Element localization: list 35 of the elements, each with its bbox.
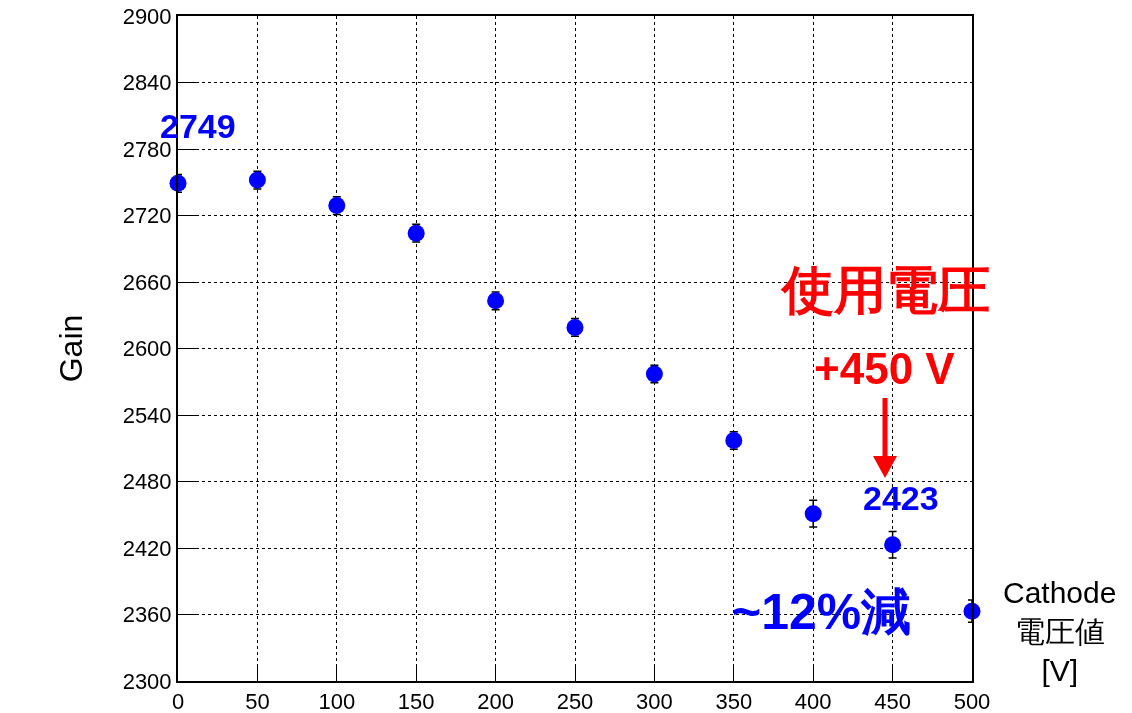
y-tick-label: 2480 [122,469,172,495]
x-axis-title: Cathode 電圧値 [V] [1003,576,1117,687]
y-tick-label: 2300 [122,668,172,694]
x-tick-label: 200 [477,689,514,713]
y-tick-label: 2420 [122,535,172,561]
point [487,292,505,310]
point [645,365,663,383]
x-tick-label: 500 [953,689,991,713]
point [804,505,822,523]
x-tick-label: 250 [556,689,594,713]
x-tick-label: 450 [874,689,911,713]
annotation: +450 V [814,344,956,393]
y-axis-title: Gain [53,314,90,383]
point [884,536,902,554]
annotation: 2423 [863,479,939,517]
x-tick-label: 100 [318,689,356,713]
y-tick-label: 2720 [122,203,172,229]
point [566,318,584,336]
y-tick-label: 2600 [122,336,172,362]
point [328,197,346,215]
x-tick-label: 350 [715,689,753,713]
point [248,171,266,189]
y-tick-label: 2360 [122,602,172,628]
annotation: ~12%減 [732,584,912,640]
x-tick-label: 300 [636,689,673,713]
x-tick-label: 0 [171,689,185,713]
y-tick-label: 2840 [122,70,172,96]
point [407,224,425,242]
y-tick-label: 2660 [122,269,172,295]
x-tick-label: 50 [245,689,270,713]
y-tick-label: 2900 [122,3,172,29]
point [725,431,743,449]
y-tick-label: 2540 [122,402,172,428]
x-tick-label: 400 [794,689,832,713]
x-tick-label: 150 [397,689,435,713]
